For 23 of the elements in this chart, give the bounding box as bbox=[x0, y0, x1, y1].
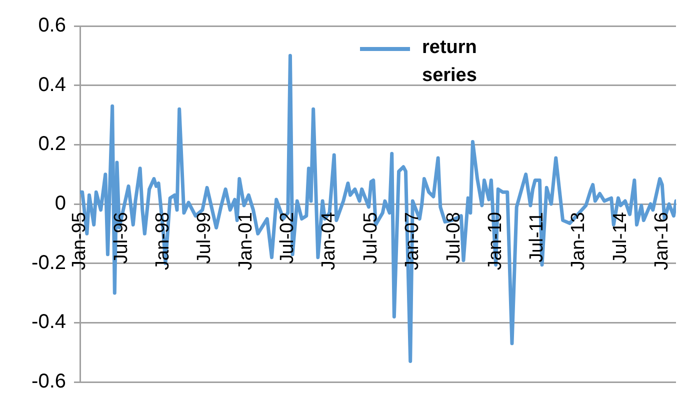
y-tick-label: 0.4 bbox=[38, 74, 66, 96]
x-tick-label: Jul-14 bbox=[610, 212, 631, 264]
x-tick-label: Jan-95 bbox=[69, 212, 90, 270]
x-tick-label: Jul-02 bbox=[277, 212, 298, 264]
y-tick-label: -0.2 bbox=[32, 252, 66, 274]
x-tick-label: Jul-99 bbox=[194, 212, 215, 264]
x-tick-label: Jan-01 bbox=[236, 212, 257, 270]
y-tick-label: -0.6 bbox=[32, 370, 66, 393]
legend-label: return series bbox=[422, 36, 478, 88]
x-tick-label: Jul-05 bbox=[360, 212, 382, 264]
y-tick-label: -0.4 bbox=[32, 311, 66, 334]
x-tick-label: Jul-08 bbox=[443, 212, 464, 264]
x-tick-label: Jan-07 bbox=[402, 212, 423, 270]
y-tick-label: 0.2 bbox=[38, 133, 66, 156]
x-tick-label: Jul-11 bbox=[526, 212, 548, 262]
y-tick-label: 0 bbox=[54, 192, 66, 215]
y-tick-label: 0.6 bbox=[38, 14, 66, 37]
x-tick-label: Jan-13 bbox=[568, 212, 590, 270]
x-tick-label: Jan-04 bbox=[318, 212, 340, 270]
x-tick-label: Jan-10 bbox=[485, 212, 506, 270]
x-tick-label: Jan-98 bbox=[152, 212, 174, 270]
x-tick-label: Jul-96 bbox=[110, 212, 132, 264]
x-tick-label: Jan-16 bbox=[651, 212, 672, 270]
